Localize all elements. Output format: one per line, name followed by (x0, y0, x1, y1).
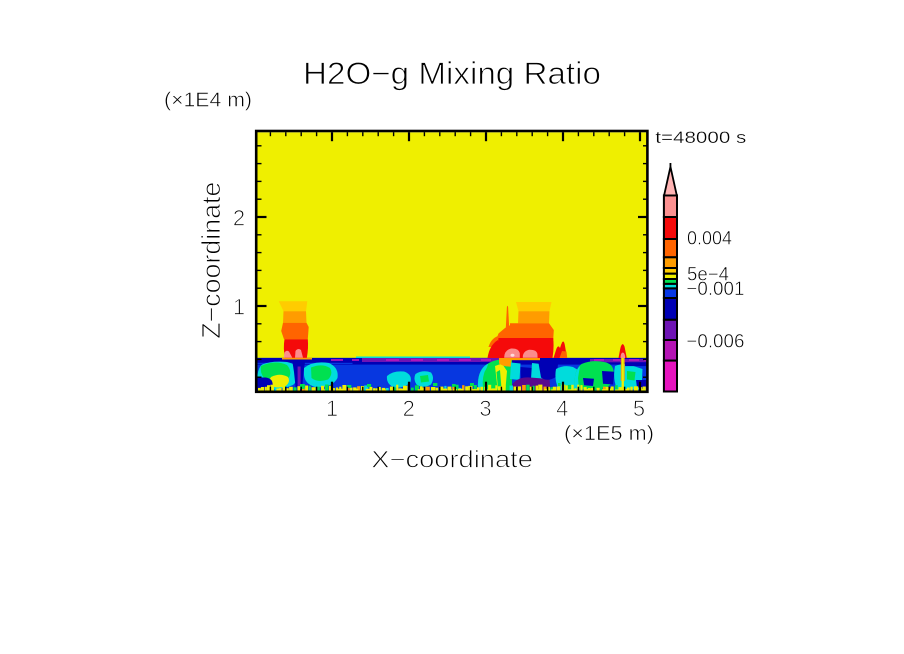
svg-text:1: 1 (326, 396, 338, 421)
svg-text:3: 3 (479, 396, 491, 421)
svg-text:X−coordinate: X−coordinate (371, 447, 533, 474)
svg-text:5e−4: 5e−4 (687, 263, 729, 285)
svg-text:1: 1 (233, 294, 245, 319)
svg-text:2: 2 (403, 396, 415, 421)
svg-text:(×1E5 m): (×1E5 m) (564, 423, 654, 445)
svg-text:4: 4 (556, 396, 568, 421)
svg-text:−0.001: −0.001 (686, 278, 744, 300)
svg-text:(×1E4 m): (×1E4 m) (164, 90, 252, 112)
svg-text:0.004: 0.004 (687, 228, 732, 250)
svg-text:5: 5 (633, 396, 645, 421)
svg-text:t=48000 s: t=48000 s (655, 129, 746, 147)
svg-text:2: 2 (233, 205, 245, 230)
svg-text:H2O−g Mixing Ratio: H2O−g Mixing Ratio (303, 55, 601, 91)
svg-text:Z−coordinate: Z−coordinate (196, 182, 226, 339)
svg-text:−0.006: −0.006 (686, 330, 744, 352)
